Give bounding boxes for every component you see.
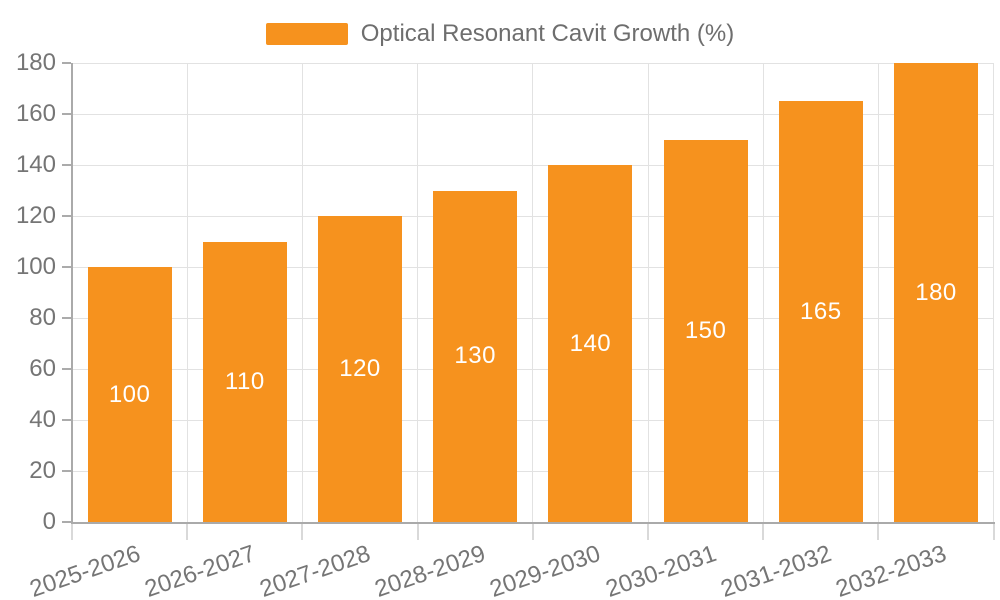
x-axis-label: 2027-2028 — [256, 540, 374, 600]
y-tick-mark — [62, 215, 71, 217]
y-axis-tick-label: 100 — [15, 253, 56, 280]
v-gridline — [647, 63, 649, 522]
y-axis-tick-label: 60 — [29, 355, 56, 382]
x-tick-mark — [992, 524, 995, 540]
bar-2029-2030[interactable]: 140 — [548, 165, 633, 522]
bar-2031-2032[interactable]: 165 — [778, 101, 863, 522]
y-tick-mark — [62, 419, 71, 421]
bar-value-label: 140 — [569, 329, 612, 357]
bar-value-label: 100 — [108, 380, 151, 408]
y-axis-tick-label: 40 — [29, 406, 56, 433]
y-axis-tick-label: 140 — [15, 151, 56, 178]
y-tick-mark — [62, 164, 71, 166]
x-tick-mark — [301, 524, 304, 540]
chart-legend[interactable]: Optical Resonant Cavit Growth (%) — [0, 20, 1000, 48]
v-gridline — [993, 63, 995, 522]
y-axis-tick-label: 0 — [42, 508, 56, 535]
x-tick-mark — [762, 524, 765, 540]
v-gridline — [186, 63, 188, 522]
bar-2026-2027[interactable]: 110 — [202, 241, 287, 522]
x-tick-mark — [877, 524, 880, 540]
y-axis-tick-label: 20 — [29, 457, 56, 484]
x-axis-label: 2025-2026 — [26, 540, 144, 600]
bar-2028-2029[interactable]: 130 — [433, 190, 518, 522]
v-gridline — [417, 63, 419, 522]
bar-2027-2028[interactable]: 120 — [318, 216, 402, 522]
bar-value-label: 120 — [339, 355, 381, 382]
v-gridline — [877, 63, 879, 522]
y-axis-tick-label: 120 — [15, 202, 56, 229]
legend-series-label: Optical Resonant Cavit Growth (%) — [360, 20, 735, 47]
v-gridline — [762, 63, 764, 522]
x-tick-mark — [71, 524, 73, 540]
x-tick-mark — [647, 524, 649, 540]
x-axis-label: 2026-2027 — [141, 540, 259, 600]
bar-value-label: 180 — [915, 278, 957, 306]
v-gridline — [301, 63, 303, 522]
y-axis-tick-label: 160 — [15, 100, 56, 127]
x-axis-line — [71, 522, 995, 524]
x-axis-label: 2031-2032 — [717, 540, 835, 600]
y-tick-mark — [62, 470, 71, 472]
y-tick-mark — [62, 266, 71, 268]
legend-swatch-icon — [265, 23, 348, 45]
x-tick-mark — [416, 524, 419, 540]
y-axis-line — [71, 63, 73, 524]
y-axis-tick-label: 180 — [15, 49, 56, 76]
x-axis-label: 2029-2030 — [486, 540, 605, 600]
bar-value-label: 130 — [454, 342, 496, 370]
x-tick-mark — [531, 524, 534, 540]
bar-value-label: 150 — [684, 316, 727, 344]
v-gridline — [532, 63, 534, 522]
bar-2030-2031[interactable]: 150 — [663, 139, 748, 522]
y-tick-mark — [62, 62, 71, 64]
y-tick-mark — [62, 317, 71, 319]
y-tick-mark — [62, 368, 71, 370]
x-axis-label: 2032-2033 — [832, 540, 950, 600]
bar-value-label: 165 — [800, 297, 842, 325]
y-tick-mark — [62, 113, 71, 115]
x-axis-label: 2030-2031 — [602, 540, 720, 600]
bar-value-label: 110 — [224, 367, 265, 395]
y-axis-tick-label: 80 — [29, 304, 56, 331]
y-tick-mark — [62, 521, 71, 523]
bar-2025-2026[interactable]: 100 — [87, 267, 172, 522]
x-tick-mark — [186, 524, 189, 540]
bar-2032-2033[interactable]: 180 — [894, 63, 978, 522]
x-axis-label: 2028-2029 — [371, 540, 489, 600]
